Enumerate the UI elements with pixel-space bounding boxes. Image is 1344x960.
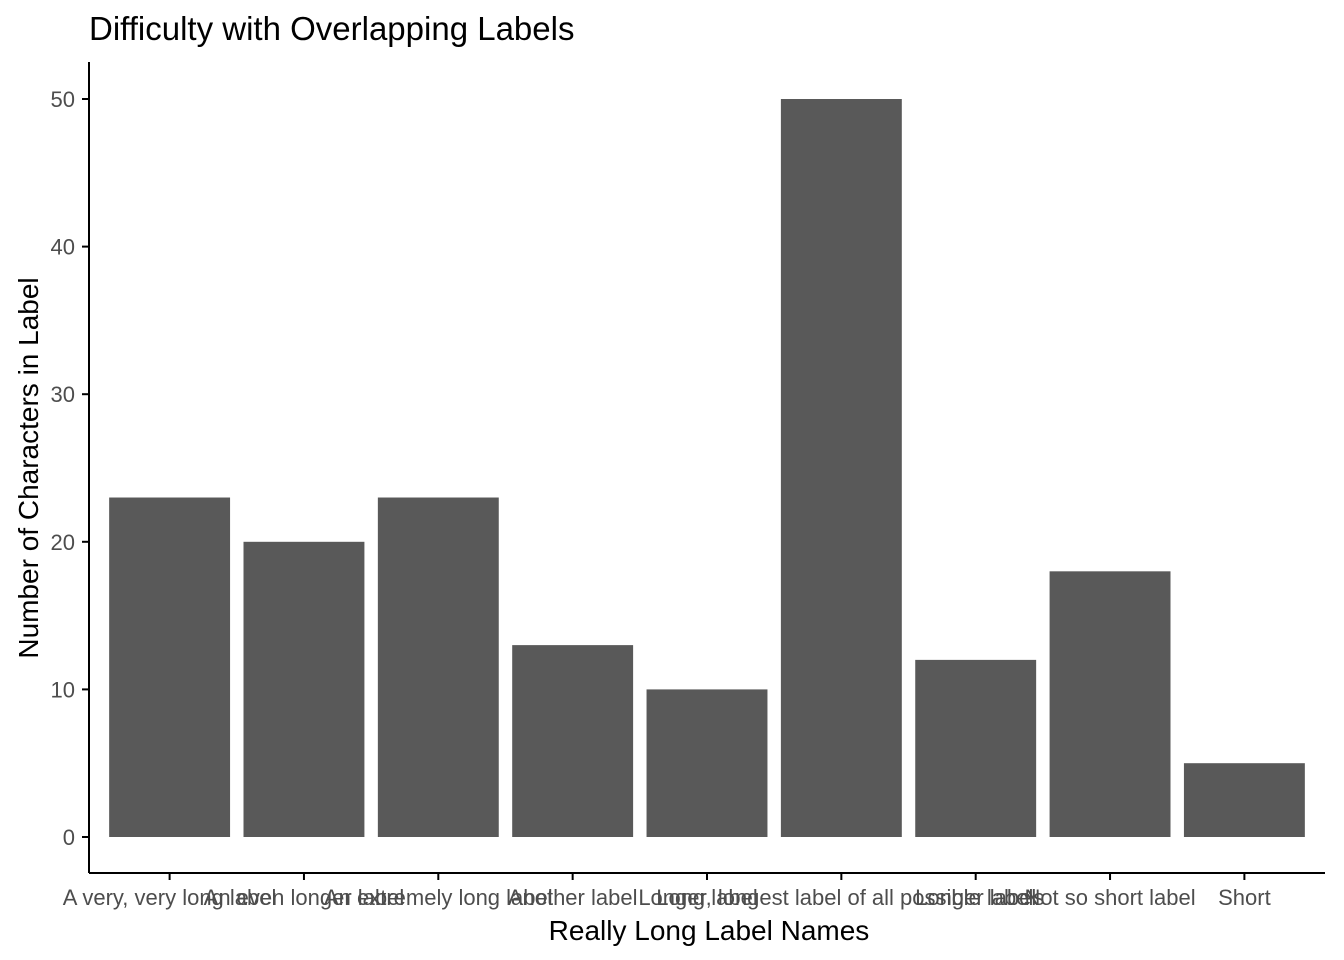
y-tick-label-0: 0 (63, 825, 75, 850)
x-tick-label-2: An extremely long label (324, 885, 553, 910)
y-tick-label-40: 40 (51, 235, 75, 260)
x-tick-label-8: Short (1218, 885, 1271, 910)
y-tick-label-30: 30 (51, 382, 75, 407)
x-tick-label-0: A very, very long label (63, 885, 277, 910)
x-axis-title: Really Long Label Names (549, 915, 870, 946)
x-tick-label-7: Not so short label (1024, 885, 1195, 910)
bars-layer (109, 99, 1305, 837)
x-tick-label-1: An even longer label (204, 885, 405, 910)
bar-1 (243, 541, 365, 837)
bar-4 (646, 689, 768, 837)
bar-6 (915, 659, 1037, 837)
y-ticks-layer: 0 10 20 30 40 50 (51, 87, 89, 850)
y-axis-title: Number of Characters in Label (13, 277, 44, 658)
bar-8 (1183, 763, 1305, 837)
bar-2 (377, 497, 499, 837)
bar-7 (1049, 571, 1171, 837)
x-tick-label-5: Longer, longest label of all possible la… (638, 885, 1044, 910)
x-tick-label-3: Another label (508, 885, 638, 910)
x-tick-label-6: Longer label (915, 885, 1036, 910)
chart-title: Difficulty with Overlapping Labels (89, 10, 574, 47)
x-tick-label-4: Long label (656, 885, 758, 910)
bar-5 (780, 99, 902, 837)
bar-3 (512, 645, 634, 837)
y-tick-label-20: 20 (51, 530, 75, 555)
y-tick-label-50: 50 (51, 87, 75, 112)
bar-0 (109, 497, 231, 837)
y-tick-label-10: 10 (51, 677, 75, 702)
